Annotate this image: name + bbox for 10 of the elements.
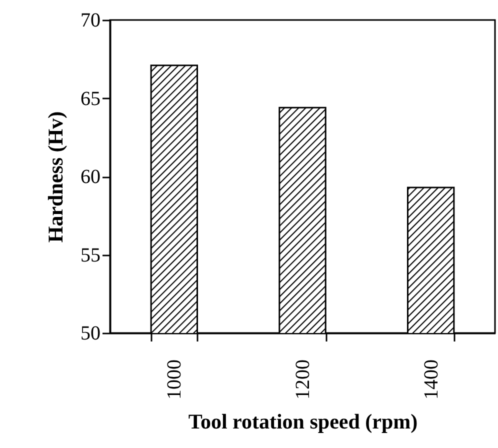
y-tick-label: 65 (80, 88, 100, 110)
y-tick-label: 50 (80, 322, 100, 344)
y-tick-label: 60 (80, 166, 100, 188)
x-tick-label: 1200 (292, 360, 314, 400)
x-axis-title: Tool rotation speed (rpm) (188, 410, 418, 434)
y-axis-title: Hardness (Hv) (44, 111, 68, 243)
y-tick-label: 70 (80, 10, 100, 32)
x-tick-label: 1400 (420, 360, 442, 400)
x-tick-label: 1000 (164, 360, 186, 400)
y-tick-label: 55 (80, 244, 100, 266)
